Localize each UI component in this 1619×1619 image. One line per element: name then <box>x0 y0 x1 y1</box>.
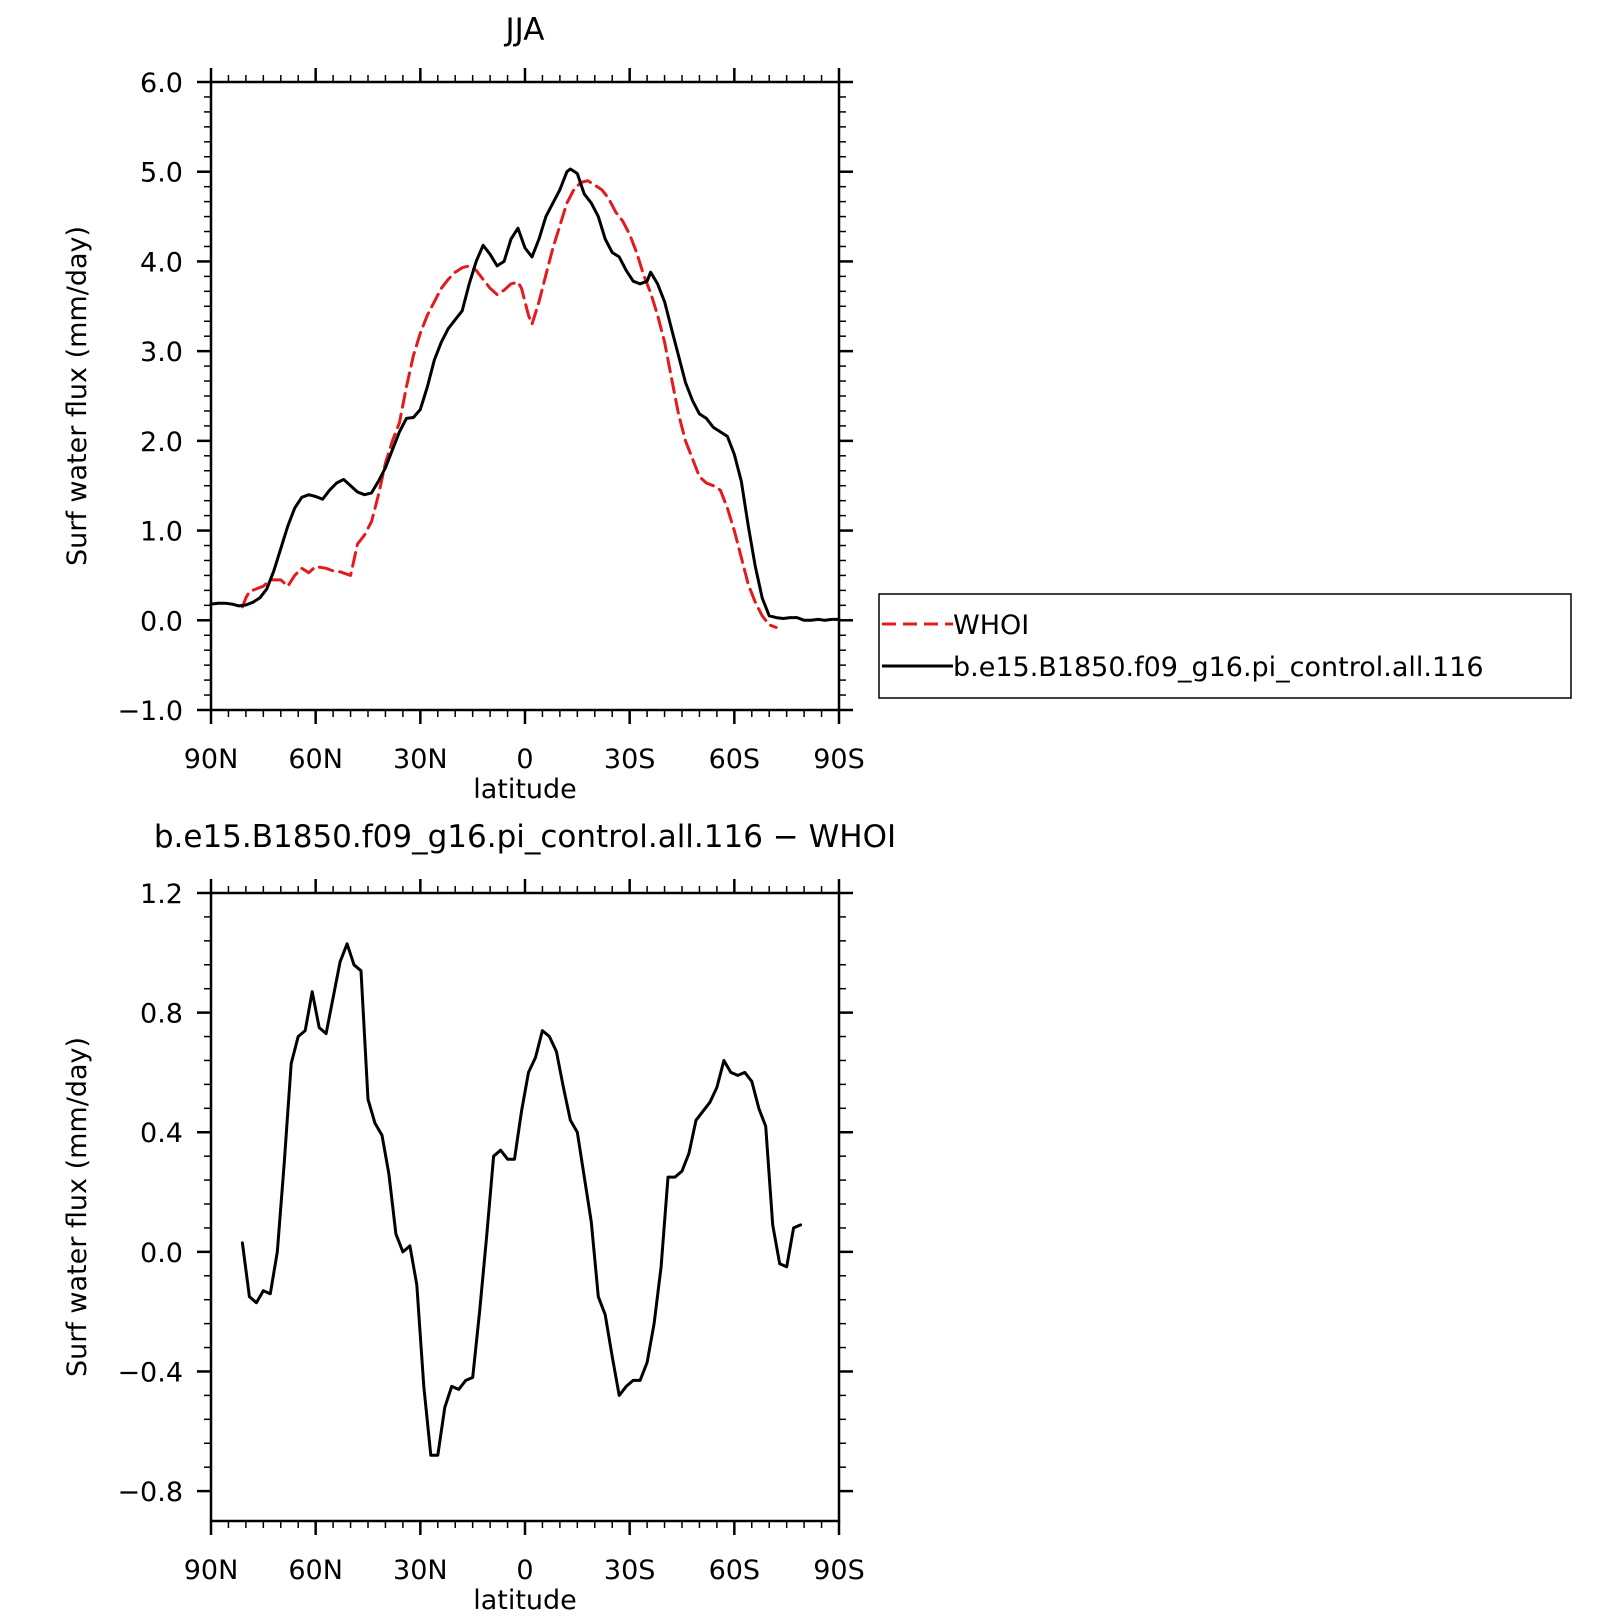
chart-title: b.e15.B1850.f09_g16.pi_control.all.116 −… <box>154 819 896 855</box>
x-tick-label: 30N <box>393 744 448 775</box>
y-tick-label: −1.0 <box>117 696 183 727</box>
x-tick-label: 90S <box>813 1555 865 1586</box>
y-tick-label: 3.0 <box>140 337 183 368</box>
series-line-model <box>240 942 803 1457</box>
x-tick-label: 60S <box>709 744 761 775</box>
x-axis-title: latitude <box>473 1585 577 1616</box>
series-line-whoi <box>240 179 778 629</box>
y-tick-label: 2.0 <box>140 427 183 458</box>
y-tick-label: 5.0 <box>140 158 183 189</box>
top-chart: 90N 60N 30N 0 30S 60S 90S −1.0 0.0 1.0 2.0 3.0 4.0 5.… <box>62 12 865 805</box>
legend-label: WHOI <box>953 610 1029 641</box>
x-tick-label: 30S <box>604 1555 656 1586</box>
bottom-chart: 90N 60N 30N 0 30S 60S 90S −0.8 −0.4 0.0 0.4 0.8 1.2 b… <box>62 819 896 1616</box>
series-line-model <box>209 167 841 622</box>
x-tick-label: 90N <box>184 1555 239 1586</box>
chart-title: JJA <box>504 12 545 48</box>
x-tick-label: 60N <box>288 744 343 775</box>
y-tick-label: −0.4 <box>117 1357 183 1388</box>
y-tick-label: −0.8 <box>117 1477 183 1508</box>
y-tick-label: 0.8 <box>140 999 183 1030</box>
y-tick-label: 0.0 <box>140 606 183 637</box>
x-tick-label: 60S <box>709 1555 761 1586</box>
legend-box <box>878 593 1572 699</box>
legend: WHOI b.e15.B1850.f09_g16.pi_control.all.1… <box>878 593 1572 699</box>
x-axis-title: latitude <box>473 774 577 805</box>
x-tick-label: 30S <box>604 744 656 775</box>
y-tick-label: 0.4 <box>140 1118 183 1149</box>
y-axis-title: Surf water flux (mm/day) <box>62 1037 93 1377</box>
y-tick-label: 1.0 <box>140 517 183 548</box>
x-tick-label: 30N <box>393 1555 448 1586</box>
legend-label: b.e15.B1850.f09_g16.pi_control.all.116 <box>953 652 1484 683</box>
y-tick-label: 6.0 <box>140 68 183 99</box>
x-tick-label: 60N <box>288 1555 343 1586</box>
plot-frame <box>209 80 841 712</box>
x-tick-label: 0 <box>516 1555 533 1586</box>
plot-frame <box>209 891 841 1523</box>
x-tick-label: 0 <box>516 744 533 775</box>
y-tick-label: 0.0 <box>140 1238 183 1269</box>
y-tick-label: 4.0 <box>140 247 183 278</box>
x-tick-label: 90S <box>813 744 865 775</box>
y-tick-label: 1.2 <box>140 879 183 910</box>
y-axis-title: Surf water flux (mm/day) <box>62 226 93 566</box>
x-tick-label: 90N <box>184 744 239 775</box>
